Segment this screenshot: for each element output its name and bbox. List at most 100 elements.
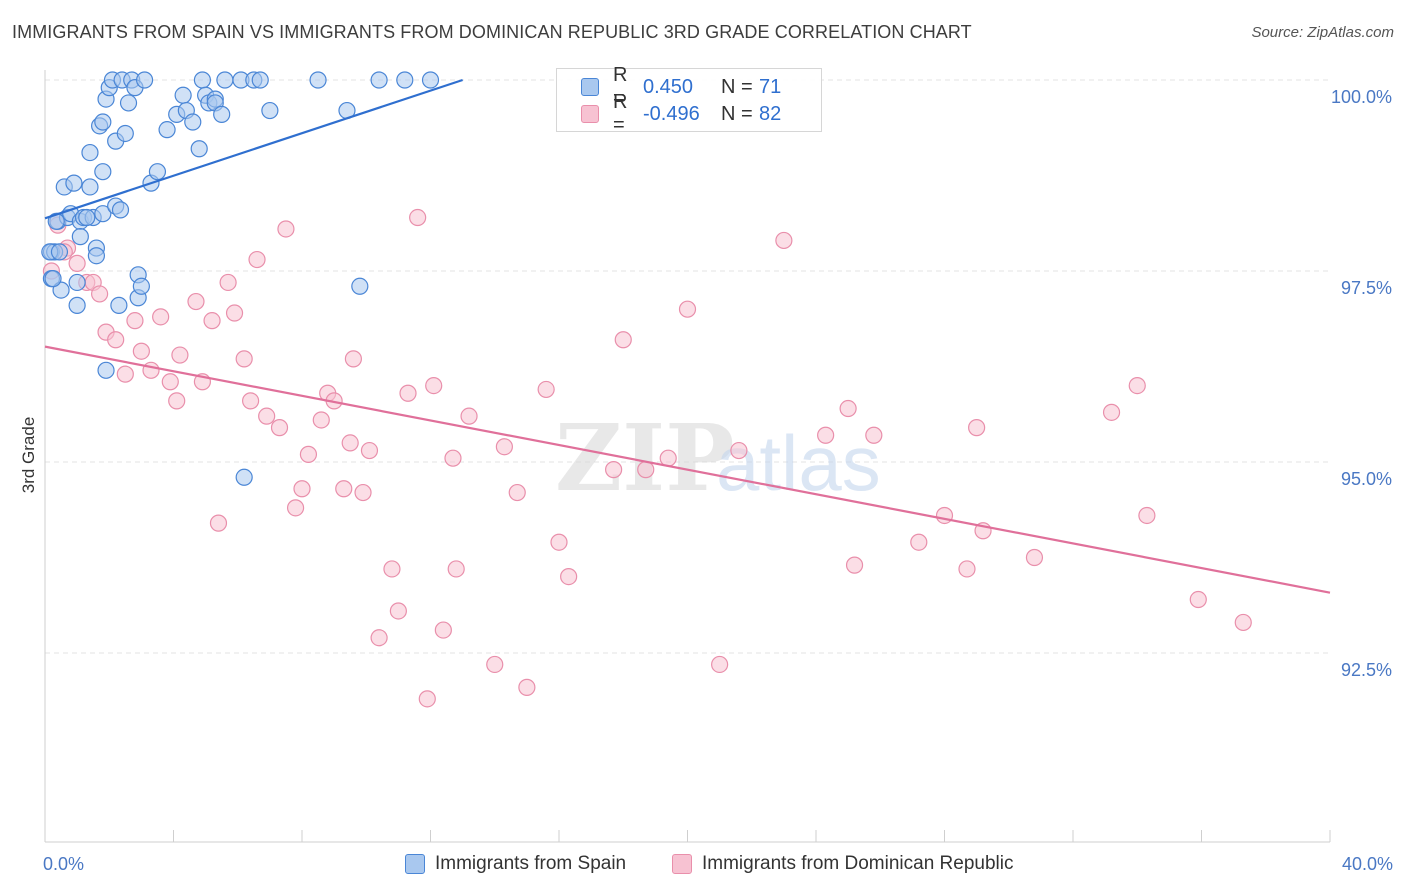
legend-n-label: N = xyxy=(721,102,753,125)
dominican-point xyxy=(171,346,189,364)
axes xyxy=(44,70,1331,843)
dominican-point xyxy=(537,380,555,399)
dominican-point xyxy=(248,250,266,269)
dominican-point xyxy=(444,449,462,467)
spain-point xyxy=(174,86,192,104)
spain-point xyxy=(119,94,138,112)
spain-point xyxy=(47,212,65,230)
watermark: ZIP atlas xyxy=(555,404,881,512)
source-label: Source: ZipAtlas.com xyxy=(1251,24,1394,41)
dominican-point xyxy=(550,533,568,551)
x-tick-label: 40.0% xyxy=(1342,854,1393,874)
dominican-point xyxy=(508,483,526,502)
tick-labels: 92.5% 95.0% 97.5% 100.0% 0.0% 40.0% xyxy=(43,87,1393,874)
dominican-point xyxy=(1102,403,1121,421)
dominican-point xyxy=(312,411,330,429)
dominican-point xyxy=(344,350,362,368)
dominican-point xyxy=(209,514,228,532)
trend-lines xyxy=(44,78,1331,594)
dominican-point xyxy=(370,629,388,647)
spain-point xyxy=(65,174,83,192)
dominican-point xyxy=(775,231,793,250)
dominican-point xyxy=(360,441,379,460)
dominican-point xyxy=(299,445,318,463)
legend-swatch-spain xyxy=(581,78,599,96)
spain-point xyxy=(110,296,128,314)
dominican-point xyxy=(495,438,513,456)
y-tick-label: 97.5% xyxy=(1341,278,1392,298)
dominican-point xyxy=(678,300,697,318)
spain-point xyxy=(235,468,253,486)
legend-r-label: R = xyxy=(613,91,628,136)
dominican-point xyxy=(1189,590,1207,609)
spain-point xyxy=(97,361,115,379)
spain-point xyxy=(94,113,112,131)
dominican-point xyxy=(935,506,954,525)
spain-point xyxy=(216,71,234,89)
y-tick-label: 92.5% xyxy=(1341,660,1392,680)
dominican-point xyxy=(277,220,295,238)
spain-point xyxy=(81,178,99,196)
dominican-point xyxy=(409,208,427,227)
dominican-point xyxy=(1138,506,1156,525)
gridlines xyxy=(45,79,1330,654)
spain-point xyxy=(135,71,154,89)
dominican-point xyxy=(560,567,578,586)
dominican-point xyxy=(730,441,748,460)
dominican-point xyxy=(225,304,244,322)
spain-point xyxy=(251,71,269,89)
y-axis-label: 3rd Grade xyxy=(19,417,38,494)
dominican-point xyxy=(142,361,160,379)
dominican-point xyxy=(335,480,353,498)
spain-points xyxy=(41,71,440,486)
legend-n-value-spain: 71 xyxy=(759,75,782,98)
dominican-point xyxy=(447,560,465,578)
legend-n-value-dominican: 82 xyxy=(759,102,782,125)
spain-point xyxy=(148,163,167,181)
dominican-point xyxy=(187,292,205,311)
spain-trend-line xyxy=(44,78,463,220)
dominican-point xyxy=(605,461,623,479)
dominican-point xyxy=(460,407,478,425)
bottom-legend-dominican: Immigrants from Dominican Republic xyxy=(672,852,1014,876)
chart-title: IMMIGRANTS FROM SPAIN VS IMMIGRANTS FROM… xyxy=(12,22,972,42)
spain-point xyxy=(71,228,89,246)
dominican-point xyxy=(486,655,504,674)
dominican-point xyxy=(235,350,253,368)
dominican-point xyxy=(286,499,305,517)
spain-point xyxy=(87,247,106,265)
dominican-point xyxy=(389,602,407,620)
legend-r-value-spain: 0.450 xyxy=(643,75,694,98)
dominican-point xyxy=(425,377,443,395)
dominican-point xyxy=(418,690,436,708)
spain-point xyxy=(68,273,86,292)
dominican-point xyxy=(91,285,109,303)
dominican-point xyxy=(219,273,237,292)
dominican-point xyxy=(68,254,86,272)
legend-r-label: R = xyxy=(613,64,628,109)
legend-r-value-dominican: -0.496 xyxy=(643,102,700,125)
spain-point xyxy=(421,71,440,89)
dominican-point xyxy=(1234,613,1252,632)
dominican-point xyxy=(116,365,134,383)
legend-n-label: N = xyxy=(721,75,753,98)
spain-point xyxy=(94,205,112,223)
spain-point xyxy=(213,105,231,123)
watermark-atlas: atlas xyxy=(716,419,881,507)
spain-point xyxy=(261,101,279,120)
spain-point xyxy=(111,201,130,219)
dominican-point xyxy=(518,678,536,696)
dominican-point xyxy=(817,426,835,444)
dominican-point xyxy=(341,434,359,452)
dominican-point xyxy=(434,621,452,639)
dominican-point xyxy=(242,392,260,410)
spain-point xyxy=(116,124,134,143)
dominican-point xyxy=(711,655,729,674)
dominican-point xyxy=(1025,548,1044,567)
bottom-legend-label-dominican: Immigrants from Dominican Republic xyxy=(702,853,1014,874)
dominican-point xyxy=(1128,377,1146,395)
spain-point xyxy=(193,71,212,89)
spain-point xyxy=(132,277,150,295)
dominican-point xyxy=(354,483,372,502)
